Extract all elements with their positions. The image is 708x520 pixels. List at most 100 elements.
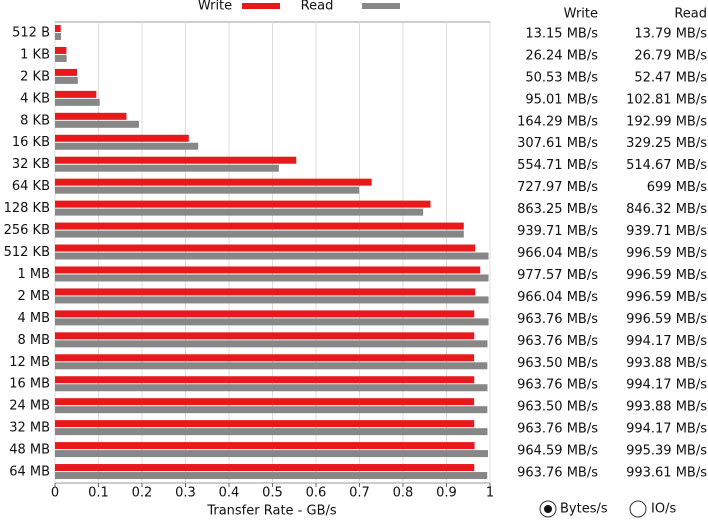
table-value: 963.50 MB/s — [517, 400, 598, 415]
y-tick-label: 16 KB — [12, 135, 50, 150]
bar — [55, 112, 127, 120]
y-tick-label: 2 KB — [20, 69, 50, 84]
y-tick-label: 12 MB — [9, 355, 50, 370]
table-value: 863.25 MB/s — [517, 202, 598, 217]
y-tick-label: 2 MB — [17, 289, 50, 304]
y-tick-label: 48 MB — [9, 443, 50, 458]
x-tick-label: 1 — [486, 486, 494, 501]
table-value: 995.39 MB/s — [626, 444, 707, 459]
x-tick-label: 0.2 — [132, 486, 153, 501]
radio-circle[interactable] — [629, 500, 647, 518]
bar — [55, 450, 488, 458]
table-header: Write — [564, 7, 598, 22]
bar — [55, 274, 489, 282]
y-tick-label: 64 MB — [9, 465, 50, 480]
bar — [55, 376, 475, 384]
bar — [55, 178, 372, 186]
bar — [55, 54, 67, 62]
bar — [55, 428, 488, 436]
bar — [55, 266, 481, 274]
bar — [55, 362, 488, 370]
bar — [55, 384, 488, 392]
bar — [55, 230, 464, 238]
x-axis-label: Transfer Rate - GB/s — [206, 504, 337, 519]
table-value: 329.25 MB/s — [626, 136, 707, 151]
table-value: 514.67 MB/s — [626, 158, 707, 173]
radio-dot — [544, 505, 552, 513]
table-value: 26.24 MB/s — [525, 48, 598, 63]
y-tick-label: 128 KB — [4, 201, 50, 216]
legend-label: Write — [198, 0, 232, 14]
radio-io[interactable]: IO/s — [629, 500, 676, 518]
bar — [55, 296, 489, 304]
bar — [55, 222, 464, 230]
bar — [55, 76, 78, 84]
table-value: 52.47 MB/s — [634, 70, 707, 85]
table-value: 963.76 MB/s — [517, 312, 598, 327]
radio-label[interactable]: IO/s — [651, 502, 676, 517]
table-value: 50.53 MB/s — [525, 70, 598, 85]
bar — [55, 310, 475, 318]
x-tick-label: 0 — [51, 486, 59, 501]
bar — [55, 208, 424, 216]
y-tick-label: 1 KB — [20, 47, 50, 62]
bar — [55, 142, 199, 150]
table-value: 554.71 MB/s — [517, 158, 598, 173]
table-value: 102.81 MB/s — [626, 92, 707, 107]
table-value: 846.32 MB/s — [626, 202, 707, 217]
table-value: 996.59 MB/s — [626, 268, 707, 283]
table-value: 26.79 MB/s — [634, 48, 707, 63]
legend-swatch — [242, 3, 280, 9]
table-value: 13.79 MB/s — [634, 26, 707, 41]
bar — [55, 134, 189, 142]
table-value: 307.61 MB/s — [517, 136, 598, 151]
table-value: 95.01 MB/s — [525, 92, 598, 107]
x-tick-label: 0.3 — [175, 486, 196, 501]
table-value: 164.29 MB/s — [517, 114, 598, 129]
bar — [55, 442, 475, 450]
bar — [55, 90, 97, 98]
bar — [55, 164, 279, 172]
radio-label[interactable]: Bytes/s — [560, 502, 608, 517]
bar — [55, 318, 489, 326]
y-tick-label: 32 KB — [12, 157, 50, 172]
x-tick-label: 0.5 — [262, 486, 283, 501]
table-value: 977.57 MB/s — [517, 268, 598, 283]
table-value: 727.97 MB/s — [517, 180, 598, 195]
bar — [55, 186, 360, 194]
table-value: 994.17 MB/s — [626, 378, 707, 393]
table-value: 963.76 MB/s — [517, 466, 598, 481]
bar — [55, 464, 475, 472]
x-tick-label: 0.7 — [349, 486, 370, 501]
table-value: 963.76 MB/s — [517, 334, 598, 349]
y-tick-label: 4 KB — [20, 91, 50, 106]
y-tick-label: 512 B — [12, 25, 50, 40]
legend-swatch — [362, 3, 400, 9]
bar — [55, 25, 61, 32]
table-value: 963.76 MB/s — [517, 378, 598, 393]
x-tick-label: 0.9 — [436, 486, 457, 501]
y-tick-label: 32 MB — [9, 421, 50, 436]
y-tick-label: 256 KB — [4, 223, 50, 238]
y-tick-label: 16 MB — [9, 377, 50, 392]
table-value: 939.71 MB/s — [517, 224, 598, 239]
bar — [55, 340, 488, 348]
x-tick-label: 0.8 — [393, 486, 414, 501]
table-value: 964.59 MB/s — [517, 444, 598, 459]
radio-bytes[interactable]: Bytes/s — [539, 500, 608, 518]
table-value: 939.71 MB/s — [626, 224, 707, 239]
table-value: 963.50 MB/s — [517, 356, 598, 371]
table-value: 192.99 MB/s — [626, 114, 707, 129]
bar — [55, 472, 488, 480]
table-value: 963.76 MB/s — [517, 422, 598, 437]
x-tick-label: 0.1 — [88, 486, 109, 501]
y-tick-label: 8 KB — [20, 113, 50, 128]
table-value: 994.17 MB/s — [626, 334, 707, 349]
table-value: 993.61 MB/s — [626, 466, 707, 481]
bar — [55, 420, 475, 428]
bar — [55, 354, 475, 362]
y-tick-label: 64 KB — [12, 179, 50, 194]
y-tick-label: 512 KB — [4, 245, 50, 260]
bar — [55, 98, 100, 106]
